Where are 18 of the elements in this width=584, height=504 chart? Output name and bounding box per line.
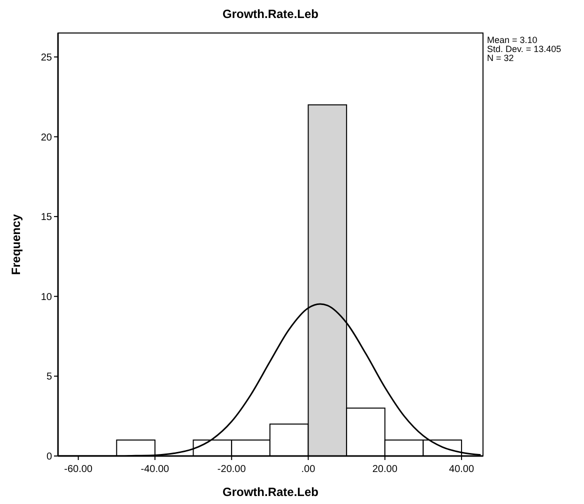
y-tick-label: 15	[40, 212, 52, 224]
text: Std. Dev. = 13.405	[487, 44, 562, 54]
x-tick-label: -20.00	[217, 464, 246, 475]
x-tick-label: 20.00	[372, 464, 398, 475]
y-axis-title: Frequency	[9, 214, 23, 275]
chart-title: Growth.Rate.Leb	[222, 7, 319, 21]
text: N = 32	[487, 53, 514, 63]
y-tick-label: 5	[46, 372, 52, 383]
x-axis-title: Growth.Rate.Leb	[222, 485, 319, 499]
y-tick-label: 25	[40, 52, 52, 64]
y-tick-label: 10	[40, 292, 52, 303]
x-tick-label: -40.00	[140, 464, 170, 475]
x-tick-label: -60.00	[64, 464, 93, 475]
x-tick-label: .00	[301, 464, 316, 475]
y-tick-label: 20	[40, 132, 52, 144]
y-tick-label: 0	[46, 452, 52, 462]
x-tick-label: 40.00	[449, 464, 474, 475]
text: Mean = 3.10	[487, 35, 538, 45]
